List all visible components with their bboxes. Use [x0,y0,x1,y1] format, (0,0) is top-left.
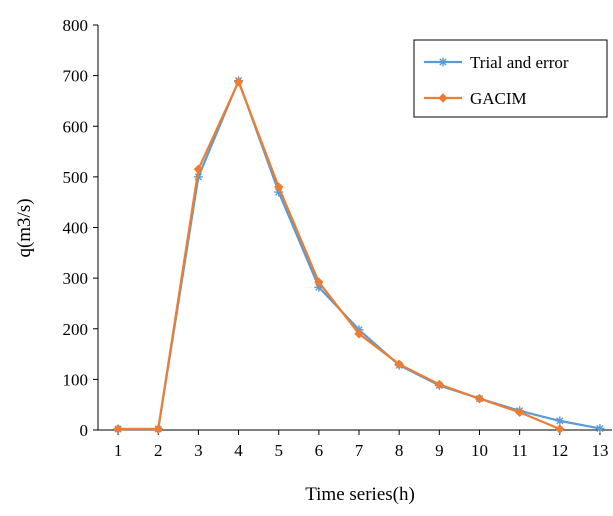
data-point [233,76,244,87]
x-tick-label: 9 [435,441,444,460]
x-tick-label: 11 [511,441,527,460]
y-tick-label: 400 [63,219,89,238]
data-point [555,424,565,434]
series-line [118,79,601,431]
legend-marker [438,93,448,103]
data-point [113,424,123,434]
data-point [394,359,404,369]
data-point [153,424,163,434]
legend-marker [438,57,448,67]
data-point [514,407,525,417]
x-axis-title: Time series(h) [305,484,415,505]
y-tick-label: 500 [63,168,89,187]
x-tick-label: 1 [114,441,123,460]
x-tick-label: 4 [234,441,243,460]
x-tick-label: 5 [274,441,283,460]
y-tick-label: 700 [63,67,89,86]
legend-label: Trial and error [470,53,569,72]
y-tick-label: 100 [63,370,89,389]
x-tick-label: 13 [591,441,608,460]
x-tick-label: 10 [471,441,488,460]
y-axis-title: q(m3/s) [14,198,35,257]
legend-box [413,39,608,118]
legend-entry: GACIM [424,89,527,108]
x-tick-label: 8 [395,441,404,460]
x-tick-label: 2 [154,441,163,460]
x-tick-label: 7 [355,441,364,460]
x-tick-label: 6 [315,441,324,460]
y-tick-label: 600 [63,117,89,136]
y-tick-label: 300 [63,269,89,288]
data-point [595,423,605,433]
data-point [434,379,445,390]
legend-entry: Trial and error [424,53,569,72]
y-tick-label: 200 [63,320,89,339]
data-point [193,164,204,174]
data-point [474,393,485,404]
data-point [354,329,364,339]
series-1 [113,76,605,434]
legend: Trial and error GACIM [413,39,608,118]
series-2 [113,76,565,434]
x-tick-label: 3 [194,441,203,460]
series-line [118,80,561,431]
series-layer [113,76,605,434]
data-point [314,277,324,287]
legend-label: GACIM [470,89,527,108]
data-point [555,416,565,426]
y-tick-label: 800 [63,16,89,35]
y-tick-label: 0 [80,421,89,440]
x-tick-label: 12 [551,441,568,460]
data-point [273,182,284,192]
